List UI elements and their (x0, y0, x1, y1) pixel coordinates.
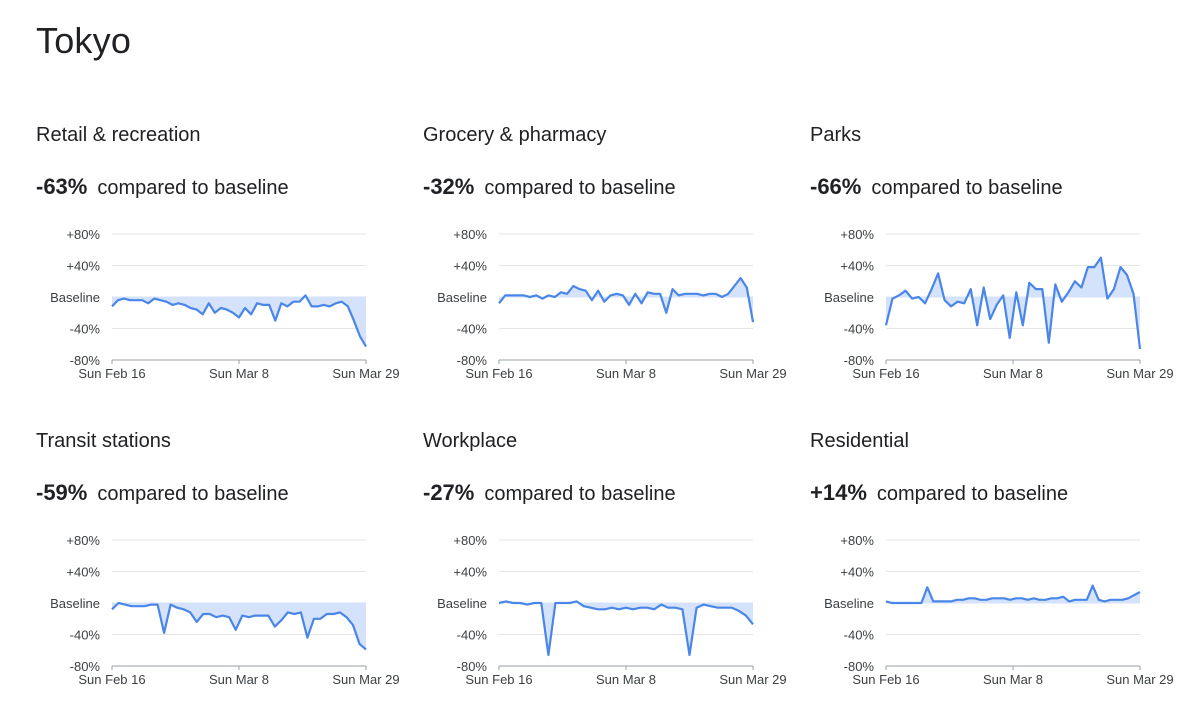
x-tick-label: Sun Mar 8 (596, 672, 656, 687)
y-tick-label: -40% (844, 322, 875, 337)
panel-title: Residential (810, 430, 909, 452)
y-tick-label: Baseline (437, 596, 487, 611)
panel-title: Transit stations (36, 430, 171, 452)
y-tick-label: Baseline (437, 290, 487, 305)
y-tick-label: +80% (453, 533, 487, 548)
difference-area (112, 295, 366, 347)
y-tick-label: Baseline (824, 596, 874, 611)
x-tick-label: Sun Mar 8 (983, 672, 1043, 687)
difference-area (499, 601, 753, 655)
line-chart: +80% +40% Baseline -40% -80%Sun Feb 16 Sun Ma… (50, 533, 399, 687)
x-tick-label: Sun Mar 29 (1106, 366, 1173, 381)
y-tick-label: -40% (457, 628, 488, 643)
page-title: Tokyo (36, 20, 132, 61)
panel-title: Retail & recreation (36, 124, 201, 146)
series-line (884, 256, 1142, 350)
headline-stat: +14% compared to baseline (810, 480, 1068, 506)
panel-residential: Residential +14% compared to baseline +80… (810, 430, 1180, 710)
panel-grocery-pharmacy: Grocery & pharmacy -32% compared to basel… (423, 124, 793, 404)
y-tick-label: +40% (840, 259, 874, 274)
y-tick-label: +80% (453, 227, 487, 242)
headline-stat: -66% compared to baseline (810, 174, 1063, 200)
x-tick-label: Sun Mar 29 (1106, 672, 1173, 687)
y-tick-label: -40% (457, 322, 488, 337)
y-tick-label: -80% (844, 353, 875, 368)
x-tick-label: Sun Mar 8 (209, 672, 269, 687)
y-tick-label: +80% (840, 227, 874, 242)
headline-caption: compared to baseline (484, 177, 676, 199)
y-tick-label: -80% (844, 659, 875, 674)
panel-title: Workplace (423, 430, 518, 452)
x-tick-label: Sun Feb 16 (78, 672, 145, 687)
x-tick-label: Sun Feb 16 (852, 366, 919, 381)
x-tick-label: Sun Feb 16 (465, 672, 532, 687)
headline-caption: compared to baseline (871, 177, 1063, 199)
line-chart: +80% +40% Baseline -40% -80%Sun Feb 16 Sun Ma… (824, 227, 1173, 381)
panel-retail-recreation: Retail & recreation -63% compared to base… (36, 124, 406, 404)
headline-caption: compared to baseline (876, 483, 1069, 505)
headline-stat: -63% compared to baseline (36, 174, 289, 200)
headline-stat: -32% compared to baseline (423, 174, 676, 200)
y-tick-label: -40% (70, 322, 101, 337)
x-tick-label: Sun Mar 8 (983, 366, 1043, 381)
headline-percent: -59% (36, 480, 88, 505)
x-tick-label: Sun Feb 16 (852, 672, 919, 687)
y-tick-label: +40% (453, 259, 487, 274)
headline-percent: +14% (810, 480, 867, 505)
headline-stat: -59% compared to baseline (36, 480, 289, 506)
series-line (885, 584, 1141, 605)
panel-title: Parks (810, 124, 862, 146)
headline-caption: compared to baseline (97, 483, 289, 505)
y-tick-label: -80% (70, 659, 101, 674)
headline-percent: -32% (423, 174, 475, 199)
line-chart: +80% +40% Baseline -40% -80%Sun Feb 16 Sun Ma… (824, 533, 1173, 687)
y-tick-label: Baseline (824, 290, 874, 305)
x-tick-label: Sun Mar 29 (332, 366, 399, 381)
x-tick-label: Sun Mar 8 (596, 366, 656, 381)
x-tick-label: Sun Mar 29 (719, 672, 786, 687)
y-tick-label: Baseline (50, 596, 100, 611)
y-tick-label: +80% (66, 227, 100, 242)
y-tick-label: -80% (457, 659, 488, 674)
panel-parks: Parks -66% compared to baseline +80% +40% B… (810, 124, 1180, 404)
y-tick-label: -40% (70, 628, 101, 643)
series-line (111, 294, 367, 348)
x-tick-label: Sun Feb 16 (78, 366, 145, 381)
y-tick-label: -80% (457, 353, 488, 368)
series-line (111, 601, 367, 651)
y-tick-label: +40% (840, 565, 874, 580)
series-line (498, 600, 754, 657)
x-tick-label: Sun Feb 16 (465, 366, 532, 381)
line-chart: +80% +40% Baseline -40% -80%Sun Feb 16 Sun Ma… (50, 227, 399, 381)
panel-workplace: Workplace -27% compared to baseline +80% +… (423, 430, 793, 710)
line-chart: +80% +40% Baseline -40% -80%Sun Feb 16 Sun Ma… (437, 533, 786, 687)
y-tick-label: -40% (844, 628, 875, 643)
headline-caption: compared to baseline (97, 177, 289, 199)
y-tick-label: +40% (66, 565, 100, 580)
difference-area (886, 257, 1140, 349)
x-tick-label: Sun Mar 8 (209, 366, 269, 381)
y-tick-label: +80% (840, 533, 874, 548)
headline-caption: compared to baseline (484, 483, 676, 505)
series-line (498, 276, 755, 323)
headline-percent: -63% (36, 174, 88, 199)
x-tick-label: Sun Mar 29 (332, 672, 399, 687)
panel-transit-stations: Transit stations -59% compared to baselin… (36, 430, 406, 710)
line-chart: +80% +40% Baseline -40% -80%Sun Feb 16 Sun Ma… (437, 227, 786, 381)
y-tick-label: +40% (453, 565, 487, 580)
headline-percent: -27% (423, 480, 475, 505)
headline-percent: -66% (810, 174, 862, 199)
y-tick-label: Baseline (50, 290, 100, 305)
panel-title: Grocery & pharmacy (423, 124, 607, 146)
x-tick-label: Sun Mar 29 (719, 366, 786, 381)
y-tick-label: -80% (70, 353, 101, 368)
y-tick-label: +80% (66, 533, 100, 548)
difference-area (112, 603, 366, 650)
headline-stat: -27% compared to baseline (423, 480, 676, 506)
y-tick-label: +40% (66, 259, 100, 274)
